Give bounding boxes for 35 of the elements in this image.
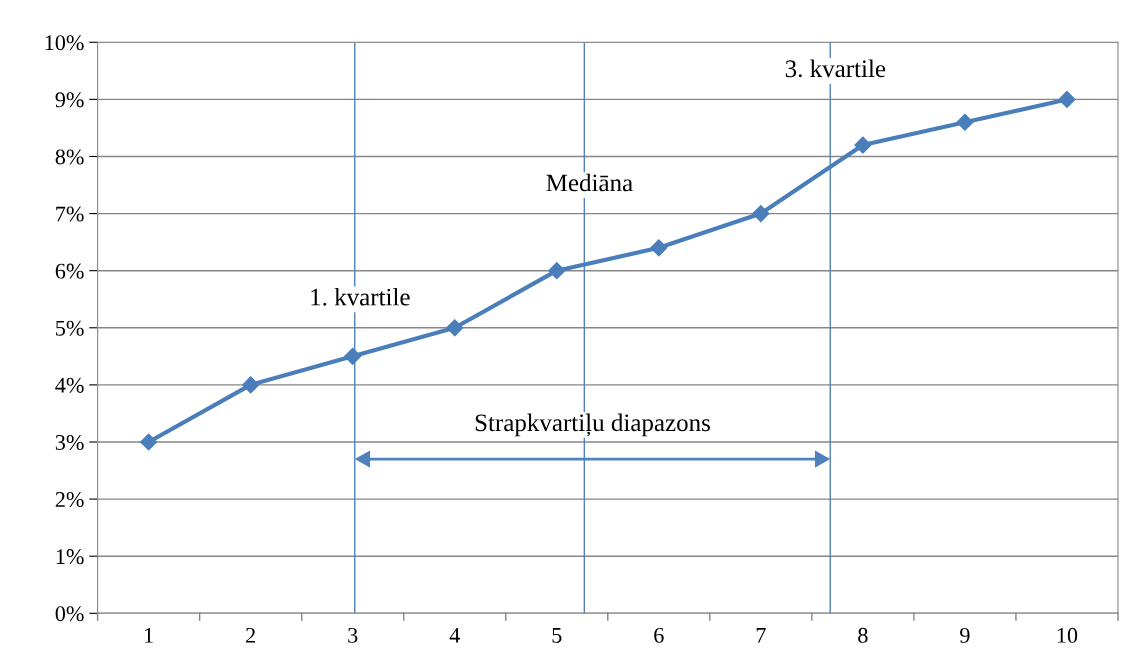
ref-line-label: 1. kvartile — [311, 287, 410, 306]
y-tick-label: 10% — [45, 35, 84, 51]
x-tick-label: 2 — [246, 627, 255, 643]
point — [140, 433, 158, 451]
x-tick-label: 8 — [858, 627, 868, 643]
x-tick-label: 10 — [1057, 627, 1078, 643]
x-tick-label: 6 — [654, 627, 664, 643]
y-tick-label: 8% — [55, 149, 84, 165]
x-tick-label: 9 — [960, 627, 970, 643]
y-tick-label: 3% — [55, 434, 84, 450]
x-tick-label: 3 — [348, 627, 358, 643]
point — [548, 262, 566, 280]
x-tick-label: 5 — [552, 628, 562, 643]
x-tick-label: 4 — [449, 627, 460, 643]
point — [344, 347, 362, 365]
y-tick-label: 9% — [55, 92, 84, 108]
point — [752, 205, 770, 223]
point — [242, 376, 260, 394]
point — [1058, 90, 1076, 108]
y-tick-label: 6% — [55, 263, 84, 279]
y-tick-label: 4% — [55, 377, 84, 393]
y-tick-label: 1% — [56, 549, 84, 565]
point — [956, 113, 974, 131]
y-tick-label: 0% — [55, 606, 84, 622]
annotation: Strapkvartiļu diapazons — [475, 413, 710, 437]
point — [650, 239, 668, 257]
x-tick-label: 7 — [756, 628, 766, 643]
ref-line-label: Mediāna — [546, 173, 633, 192]
point — [446, 319, 464, 337]
point — [854, 136, 872, 154]
y-tick-label: 7% — [56, 206, 84, 222]
y-tick-label: 2% — [55, 492, 84, 508]
x-tick-label: 1 — [145, 627, 153, 643]
y-tick-label: 5% — [56, 320, 84, 336]
ref-line-label: 3. kvartile — [785, 59, 886, 78]
